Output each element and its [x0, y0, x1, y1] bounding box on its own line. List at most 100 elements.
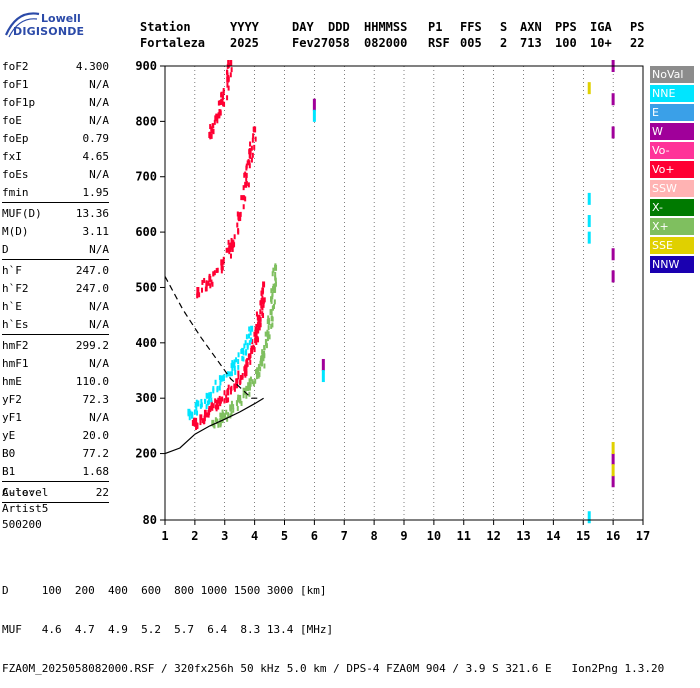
data-point	[212, 271, 215, 277]
data-point	[226, 70, 229, 76]
data-point	[247, 382, 251, 389]
data-point	[195, 424, 198, 430]
data-point	[271, 316, 274, 322]
param-label: h`E	[2, 300, 22, 313]
data-point	[196, 410, 199, 416]
header-label-11: PS	[630, 20, 645, 34]
data-point	[237, 394, 240, 400]
data-point	[218, 385, 221, 391]
data-point	[239, 374, 242, 380]
data-point	[221, 375, 224, 381]
data-point	[208, 408, 211, 414]
param-label: yF1	[2, 411, 22, 424]
data-point	[587, 192, 591, 205]
data-point	[226, 371, 229, 377]
param-separator	[2, 481, 109, 482]
profile-dashed-line	[164, 276, 258, 399]
data-point	[267, 315, 270, 321]
data-point	[219, 422, 222, 428]
header-label-0: Station	[140, 20, 191, 34]
data-point	[236, 405, 239, 411]
data-point	[251, 348, 254, 354]
header-value-1: 2025	[230, 36, 259, 50]
data-point	[274, 264, 278, 271]
data-point	[268, 334, 271, 340]
legend-item: Vo+	[650, 161, 694, 178]
legend-item: E	[650, 104, 694, 121]
data-point	[229, 406, 232, 412]
data-point	[312, 109, 316, 122]
data-point	[212, 422, 215, 428]
data-point	[241, 355, 244, 361]
data-point	[218, 395, 221, 401]
data-point	[217, 422, 220, 428]
data-point	[260, 303, 263, 309]
data-point	[249, 353, 252, 359]
data-point	[219, 412, 222, 418]
data-point	[200, 398, 203, 404]
data-point	[223, 398, 226, 404]
param-label: foE	[2, 114, 22, 127]
y-tick-label: 700	[135, 170, 157, 184]
legend-item: W	[650, 123, 694, 140]
data-point	[217, 100, 220, 106]
param-row: h`Es N/A	[2, 318, 109, 336]
data-point	[248, 160, 251, 166]
data-point	[250, 157, 253, 163]
footer: D 100 200 400 600 800 1000 1500 3000 [km…	[2, 558, 664, 688]
header-value-7: 2	[500, 36, 508, 50]
header-value-4: 082000	[364, 36, 408, 50]
data-point	[611, 464, 615, 477]
x-tick-label: 15	[576, 529, 590, 543]
data-point	[257, 327, 260, 333]
header-label-4: HHMMSS	[364, 20, 408, 34]
data-point	[248, 163, 251, 169]
data-point	[218, 109, 221, 115]
data-point	[224, 412, 227, 418]
data-point	[312, 98, 316, 111]
legend-item: NoVal	[650, 66, 694, 83]
data-point	[207, 280, 210, 286]
data-point	[228, 245, 231, 251]
axis-ticks: 1 2 3 4 5 6 7 8 9 10 11 12 13 14 15 16 17802003004005006…	[135, 59, 650, 543]
data-point	[263, 345, 266, 351]
data-point	[210, 405, 213, 411]
data-point	[246, 361, 249, 367]
data-point	[256, 367, 260, 374]
data-point	[237, 228, 240, 234]
data-point	[255, 340, 258, 346]
series-nne	[312, 109, 591, 524]
data-point	[210, 126, 213, 132]
data-point	[248, 326, 251, 332]
data-point	[258, 325, 261, 331]
data-point	[261, 349, 264, 355]
data-point	[262, 352, 265, 358]
param-label: M(D)	[2, 225, 29, 238]
header-value-8: 713	[520, 36, 542, 50]
chart-grid	[194, 66, 614, 520]
data-point	[194, 402, 197, 408]
data-point	[227, 60, 230, 66]
data-point	[227, 74, 230, 80]
data-point	[253, 144, 256, 150]
data-point	[195, 417, 198, 423]
param-row: foF2 4.300	[2, 60, 109, 78]
header-value-6: 005	[460, 36, 482, 50]
footer-distance-row: D 100 200 400 600 800 1000 1500 3000 [km…	[2, 584, 327, 597]
header-label-10: IGA	[590, 20, 612, 34]
param-label: B0	[2, 447, 16, 460]
header-label-1: YYYY	[230, 20, 259, 34]
data-point	[245, 393, 248, 399]
data-point	[205, 412, 208, 418]
data-point	[230, 411, 233, 417]
param-value: 299.2	[75, 339, 109, 352]
param-value: 20.0	[82, 429, 110, 442]
data-point	[209, 131, 212, 137]
param-row: fmin 1.95	[2, 186, 109, 204]
param-row: foF1p N/A	[2, 96, 109, 114]
data-point	[227, 85, 230, 91]
data-point	[221, 95, 224, 101]
x-tick-label: 14	[546, 529, 560, 543]
data-point	[274, 281, 277, 287]
y-tick-label: 900	[135, 59, 157, 73]
